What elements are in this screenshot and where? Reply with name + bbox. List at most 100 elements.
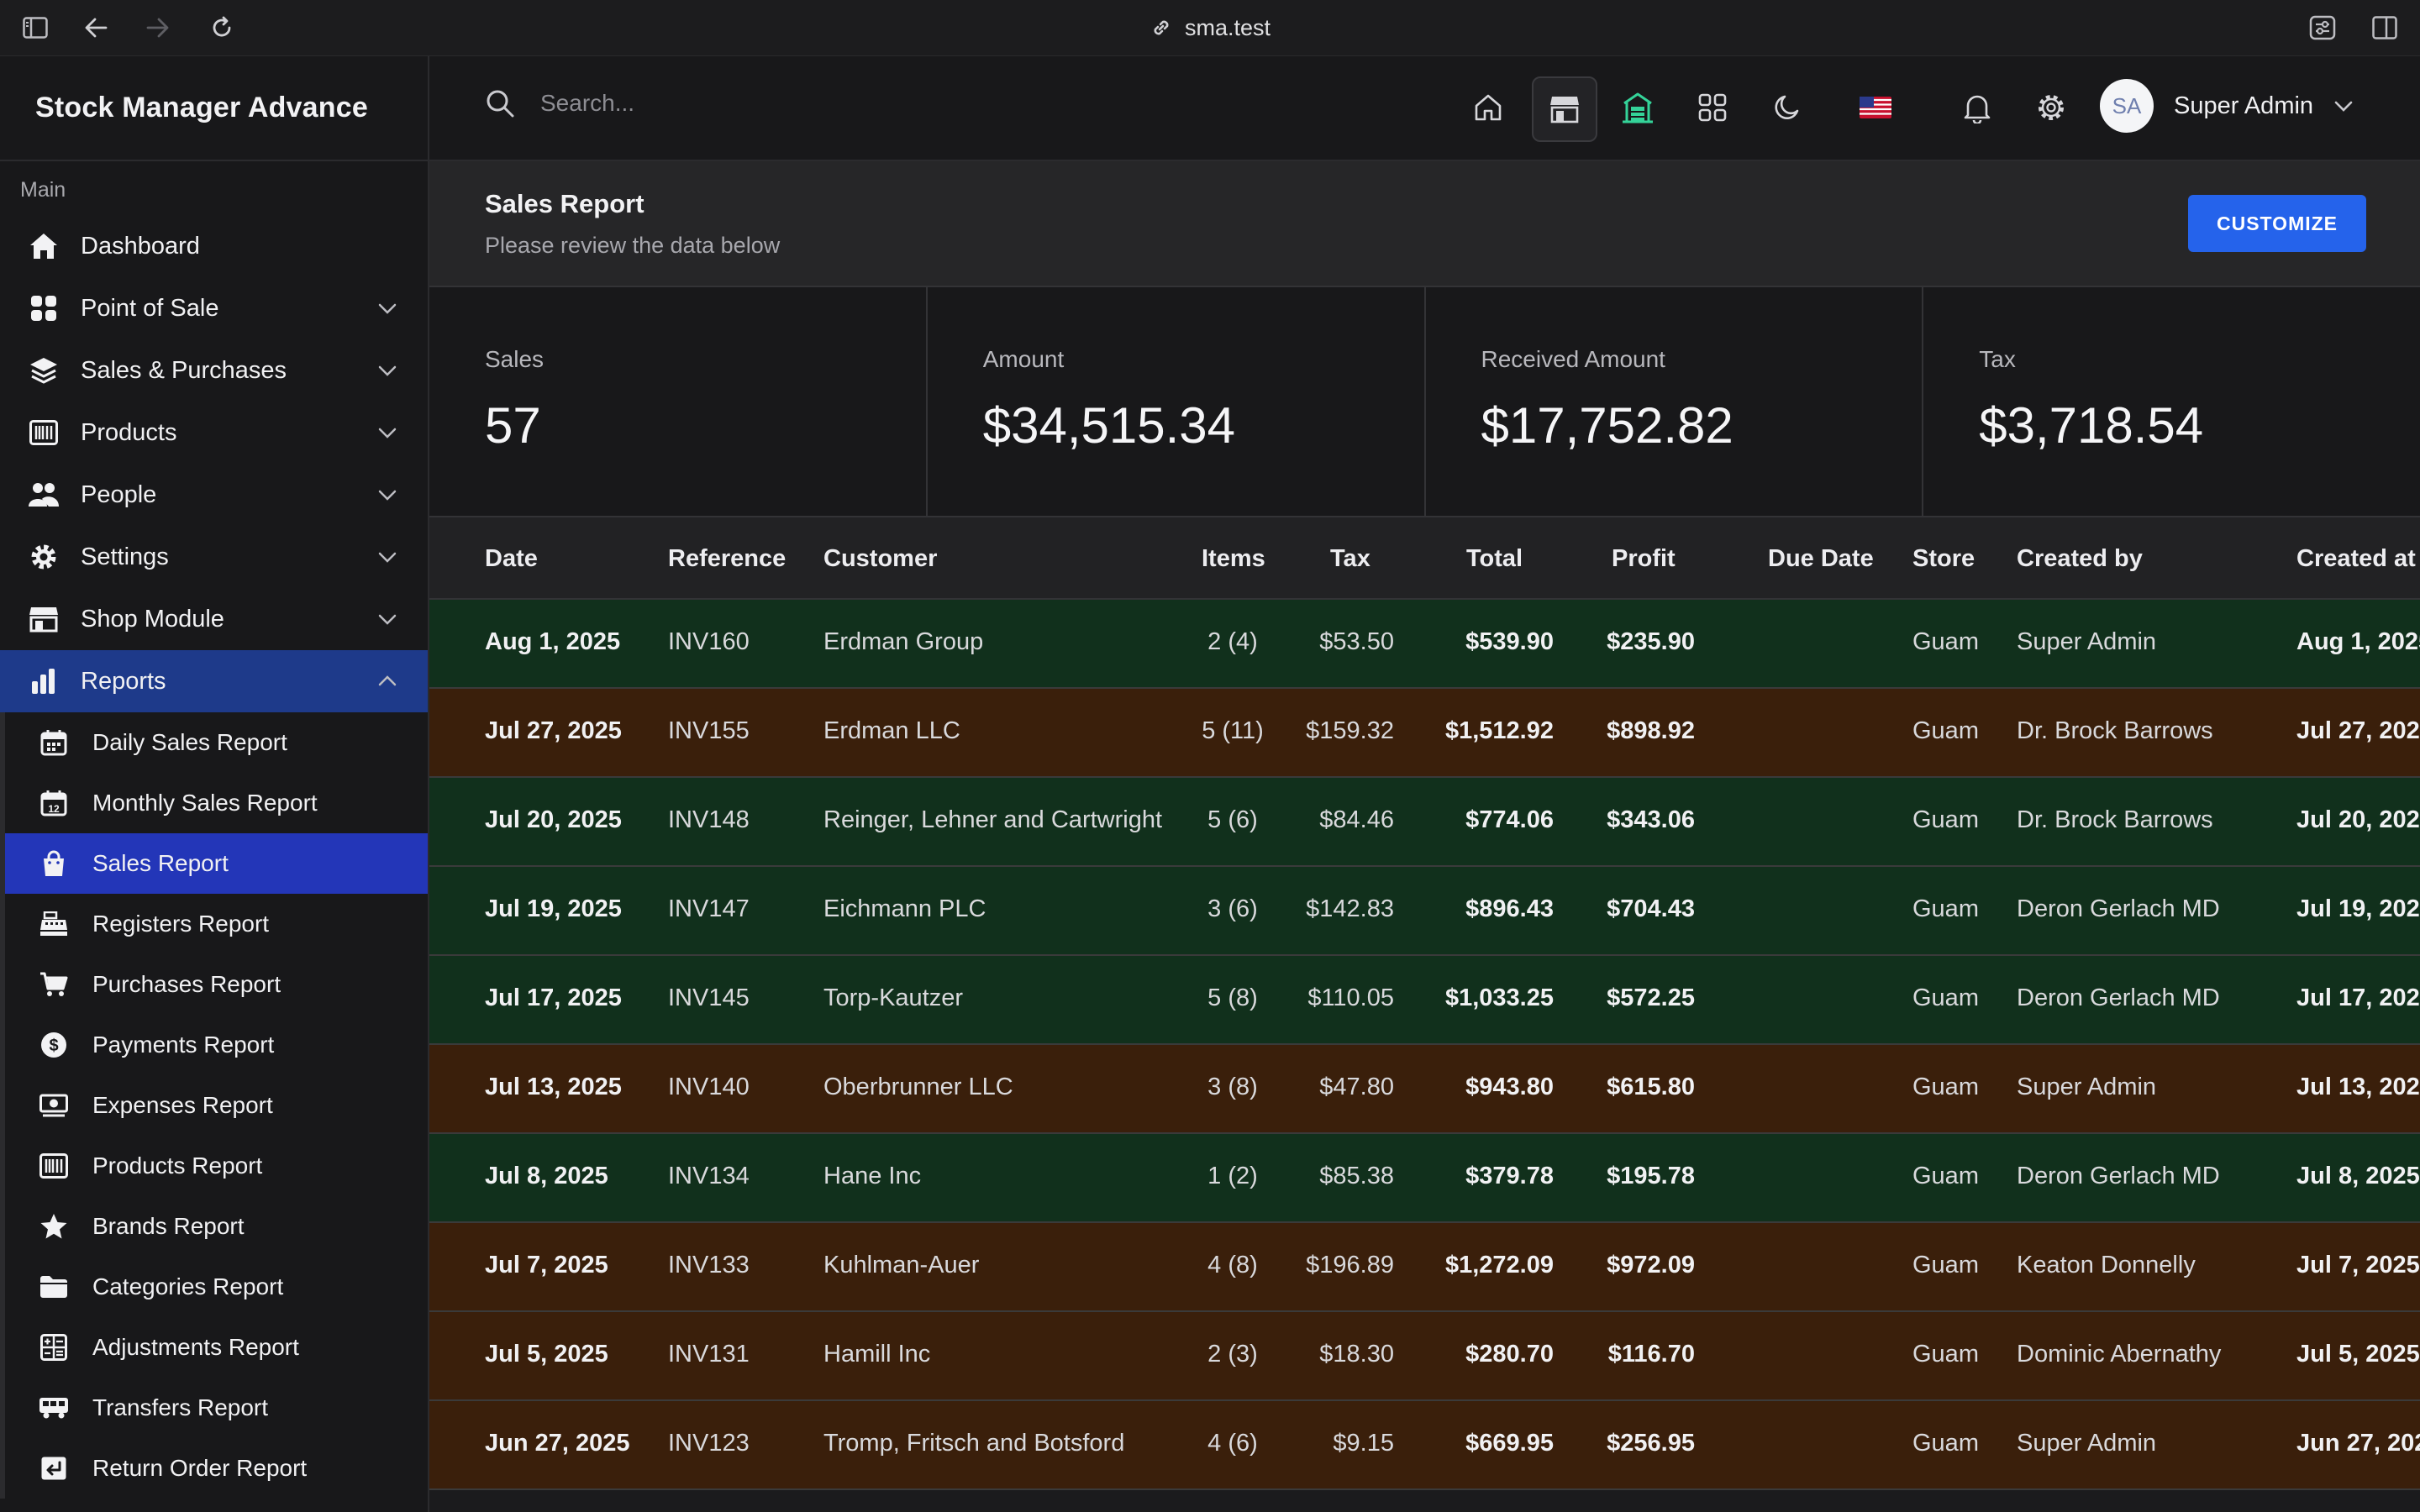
table-row[interactable]: Jul 13, 2025 INV140 Oberbrunner LLC 3 (8) $4… (429, 1045, 2420, 1134)
column-header-store[interactable]: Store (1912, 545, 1975, 572)
cell-created-at: Jul 8, 2025 (2296, 1163, 2420, 1189)
avatar[interactable]: SA (2100, 79, 2154, 133)
column-header-reference[interactable]: Reference (668, 545, 786, 572)
column-header-created-by[interactable]: Created by (2017, 545, 2143, 572)
calculator-icon (39, 1332, 69, 1362)
cell-tax: $110.05 (1307, 984, 1394, 1011)
cell-reference: INV134 (668, 1163, 750, 1189)
table-row[interactable]: Aug 1, 2025 INV160 Erdman Group 2 (4) $53.50… (429, 600, 2420, 689)
cell-customer: Hamill Inc (823, 1341, 931, 1368)
split-view-icon[interactable] (2371, 14, 2398, 41)
language-button[interactable] (1844, 76, 1907, 139)
table-row[interactable]: Jul 19, 2025 INV147 Eichmann PLC 3 (6) $142.… (429, 867, 2420, 956)
sidebar-item-people[interactable]: People (0, 464, 428, 526)
chevron-up-icon[interactable] (377, 671, 397, 691)
stat-amount: Amount $34,515.34 (928, 287, 1426, 516)
cell-total: $943.80 (1465, 1074, 1554, 1100)
column-header-total[interactable]: Total (1466, 545, 1523, 572)
user-menu[interactable]: SA Super Admin (2100, 79, 2354, 133)
sidebar-item-return-order-report[interactable]: Return Order Report (0, 1438, 428, 1499)
table-row[interactable]: Jun 27, 2025 INV123 Tromp, Fritsch and Bot… (429, 1401, 2420, 1490)
table-row[interactable]: Jul 17, 2025 INV145 Torp-Kautzer 5 (8) $110.… (429, 956, 2420, 1045)
sidebar-item-label: Dashboard (81, 232, 200, 260)
chevron-down-icon[interactable] (2333, 96, 2354, 116)
sidebar-item-transfers-report[interactable]: Transfers Report (0, 1378, 428, 1438)
warehouse-button[interactable] (1607, 76, 1669, 139)
sidebar-item-monthly-sales-report[interactable]: 12 Monthly Sales Report (0, 773, 428, 833)
column-header-date[interactable]: Date (485, 545, 538, 572)
chevron-down-icon[interactable] (377, 485, 397, 505)
theme-toggle-button[interactable] (1756, 76, 1818, 139)
cell-customer: Reinger, Lehner and Cartwright (823, 806, 1163, 833)
notifications-button[interactable] (1946, 76, 2008, 139)
cell-date: Jul 13, 2025 (485, 1074, 622, 1100)
column-header-profit[interactable]: Profit (1612, 545, 1676, 572)
shop-button[interactable] (1532, 76, 1597, 142)
barcode-icon (39, 1151, 69, 1181)
sidebar-item-label: Settings (81, 543, 169, 570)
cell-date: Jul 5, 2025 (485, 1341, 608, 1368)
summary-stats: Sales 57 Amount $34,515.34 Received Amou… (429, 287, 2420, 517)
stat-tax: Tax $3,718.54 (1923, 287, 2420, 516)
sidebar-item-purchases-report[interactable]: Purchases Report (0, 954, 428, 1015)
sidebar-item-registers-report[interactable]: Registers Report (0, 894, 428, 954)
svg-text:$: $ (49, 1037, 58, 1055)
sidebar-item-products-report[interactable]: Products Report (0, 1136, 428, 1196)
cell-store: Guam (1912, 1341, 1979, 1368)
cell-reference: INV147 (668, 895, 750, 922)
settings-button[interactable] (2020, 76, 2082, 139)
table-row[interactable]: Jul 8, 2025 INV134 Hane Inc 1 (2) $85.38 $379… (429, 1134, 2420, 1223)
sidebar-item-point-of-sale[interactable]: Point of Sale (0, 277, 428, 339)
sidebar-item-expenses-report[interactable]: Expenses Report (0, 1075, 428, 1136)
column-header-created-at[interactable]: Created at (2296, 545, 2416, 572)
apps-button[interactable] (1681, 76, 1744, 139)
sidebar-item-dashboard[interactable]: Dashboard (0, 215, 428, 277)
table-row[interactable]: Jul 5, 2025 INV131 Hamill Inc 2 (3) $18.30 $2… (429, 1312, 2420, 1401)
table-row[interactable]: Jul 20, 2025 INV148 Reinger, Lehner and Ca… (429, 778, 2420, 867)
table-row[interactable]: Jul 27, 2025 INV155 Erdman LLC 5 (11) $159.3… (429, 689, 2420, 778)
cell-created-by: Super Admin (2017, 1430, 2157, 1457)
sidebar-item-products[interactable]: Products (0, 402, 428, 464)
reload-icon[interactable] (208, 14, 235, 41)
forward-icon[interactable] (145, 14, 171, 41)
chevron-down-icon[interactable] (377, 360, 397, 381)
cell-tax: $142.83 (1306, 895, 1394, 922)
cell-profit: $343.06 (1607, 806, 1695, 833)
chevron-down-icon[interactable] (377, 547, 397, 567)
column-header-due-date[interactable]: Due Date (1768, 545, 1874, 572)
app-logo[interactable]: Stock Manager Advance (0, 56, 428, 161)
back-icon[interactable] (82, 14, 109, 41)
sidebar-item-daily-sales-report[interactable]: Daily Sales Report (0, 712, 428, 773)
star-icon (39, 1211, 69, 1242)
home-button[interactable] (1457, 76, 1519, 139)
cell-created-at: Jun 27, 2025 (2296, 1430, 2420, 1457)
sidebar-item-payments-report[interactable]: $ Payments Report (0, 1015, 428, 1075)
table-row[interactable]: Jul 7, 2025 INV133 Kuhlman-Auer 4 (8) $196.8… (429, 1223, 2420, 1312)
chevron-down-icon[interactable] (377, 423, 397, 443)
page-subtitle: Please review the data below (485, 233, 781, 258)
chevron-down-icon[interactable] (377, 298, 397, 318)
sidebar-item-shop-module[interactable]: Shop Module (0, 588, 428, 650)
column-header-items[interactable]: Items (1202, 545, 1265, 572)
sidebar-toggle-icon[interactable] (22, 14, 49, 41)
cell-profit: $898.92 (1607, 717, 1695, 744)
sidebar-item-adjustments-report[interactable]: Adjustments Report (0, 1317, 428, 1378)
cell-reference: INV131 (668, 1341, 750, 1368)
sidebar-item-settings[interactable]: Settings (0, 526, 428, 588)
customize-button[interactable]: CUSTOMIZE (2188, 195, 2366, 252)
chevron-down-icon[interactable] (377, 609, 397, 629)
stat-value: $3,718.54 (1979, 397, 2204, 454)
sidebar-item-categories-report[interactable]: Categories Report (0, 1257, 428, 1317)
sidebar-item-sales-report[interactable]: Sales Report (0, 833, 428, 894)
sidebar-item-label: Transfers Report (92, 1394, 269, 1420)
column-header-tax[interactable]: Tax (1330, 545, 1370, 572)
user-name[interactable]: Super Admin (2174, 92, 2314, 119)
column-header-customer[interactable]: Customer (823, 545, 938, 572)
sidebar-item-sales-purchases[interactable]: Sales & Purchases (0, 339, 428, 402)
search-input[interactable] (539, 89, 1046, 118)
sidebar-item-reports[interactable]: Reports (0, 650, 428, 712)
cell-tax: $85.38 (1319, 1163, 1394, 1189)
url-text[interactable]: sma.test (1184, 14, 1271, 40)
sidebar-item-brands-report[interactable]: Brands Report (0, 1196, 428, 1257)
extensions-icon[interactable] (2309, 14, 2336, 41)
